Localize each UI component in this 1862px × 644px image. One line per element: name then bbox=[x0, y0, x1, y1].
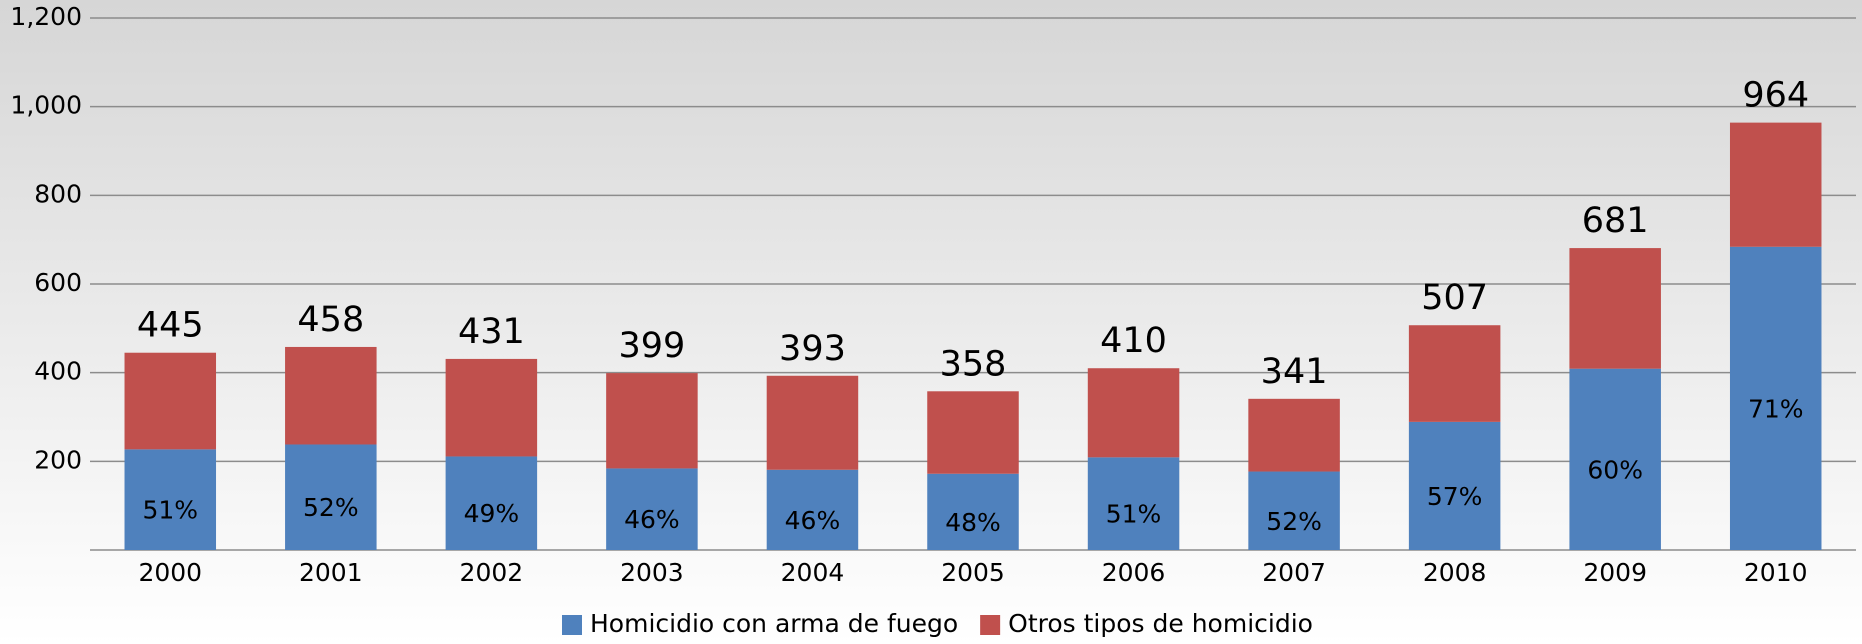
bar-segment bbox=[285, 346, 377, 445]
bar-segment bbox=[1408, 421, 1501, 550]
value-label: 57% bbox=[1427, 482, 1483, 511]
bar-segment bbox=[927, 391, 1019, 474]
value-label: 49% bbox=[464, 499, 520, 528]
bar-segment bbox=[445, 456, 538, 550]
x-tick-label: 2005 bbox=[941, 558, 1005, 587]
x-tick-label: 2007 bbox=[1262, 558, 1326, 587]
bar-segment bbox=[1248, 471, 1340, 550]
bar-segment bbox=[285, 444, 377, 550]
x-tick-label: 2008 bbox=[1423, 558, 1487, 587]
bar-segment bbox=[927, 473, 1019, 550]
bar-segment bbox=[606, 373, 698, 469]
bar-segment bbox=[1569, 248, 1661, 369]
value-label: 46% bbox=[785, 506, 841, 535]
value-label: 46% bbox=[624, 505, 680, 534]
value-label: 71% bbox=[1748, 394, 1804, 423]
bar-segment bbox=[1408, 325, 1501, 422]
y-tick-label: 1,000 bbox=[10, 91, 82, 120]
y-tick-label: 200 bbox=[34, 445, 82, 474]
bar-segment bbox=[1087, 457, 1180, 550]
y-tick-label: 800 bbox=[34, 179, 82, 208]
legend-label: Homicidio con arma de fuego bbox=[590, 609, 958, 638]
bar-segment bbox=[766, 469, 859, 550]
x-tick-label: 2006 bbox=[1102, 558, 1166, 587]
bar-segment bbox=[1087, 368, 1180, 458]
bar-segment bbox=[606, 468, 698, 550]
x-tick-label: 2000 bbox=[138, 558, 202, 587]
total-label: 431 bbox=[458, 312, 525, 352]
total-label: 393 bbox=[779, 329, 846, 369]
y-tick-label: 400 bbox=[34, 357, 82, 386]
y-tick-label: 1,200 bbox=[10, 2, 82, 31]
bar-segment bbox=[766, 375, 859, 470]
bar-segment bbox=[1248, 398, 1340, 472]
legend-swatch bbox=[980, 615, 1001, 635]
value-label: 48% bbox=[945, 508, 1001, 537]
bar-segment bbox=[124, 352, 217, 450]
legend-swatch bbox=[562, 615, 582, 635]
value-label: 60% bbox=[1587, 455, 1643, 484]
legend-label: Otros tipos de homicidio bbox=[1008, 609, 1313, 638]
x-tick-label: 2002 bbox=[460, 558, 524, 587]
y-tick-label: 600 bbox=[34, 268, 82, 297]
bar-segment bbox=[1569, 368, 1661, 550]
total-label: 399 bbox=[619, 326, 686, 366]
total-label: 681 bbox=[1582, 201, 1649, 241]
total-label: 410 bbox=[1100, 321, 1167, 361]
bar-segment bbox=[1729, 122, 1822, 247]
total-label: 341 bbox=[1261, 352, 1328, 392]
total-label: 458 bbox=[297, 300, 364, 340]
value-label: 52% bbox=[303, 493, 359, 522]
value-label: 51% bbox=[142, 496, 198, 525]
total-label: 445 bbox=[137, 306, 204, 346]
value-label: 51% bbox=[1106, 500, 1162, 529]
total-label: 358 bbox=[940, 344, 1007, 384]
x-tick-label: 2010 bbox=[1744, 558, 1808, 587]
value-label: 52% bbox=[1266, 507, 1322, 536]
x-tick-label: 2001 bbox=[299, 558, 363, 587]
x-tick-label: 2003 bbox=[620, 558, 684, 587]
x-tick-label: 2009 bbox=[1583, 558, 1647, 587]
bar-segment bbox=[445, 358, 538, 457]
x-tick-label: 2004 bbox=[781, 558, 845, 587]
total-label: 964 bbox=[1742, 76, 1809, 116]
bar-segment bbox=[1729, 246, 1822, 550]
total-label: 507 bbox=[1421, 278, 1488, 318]
bar-segment bbox=[124, 449, 217, 550]
